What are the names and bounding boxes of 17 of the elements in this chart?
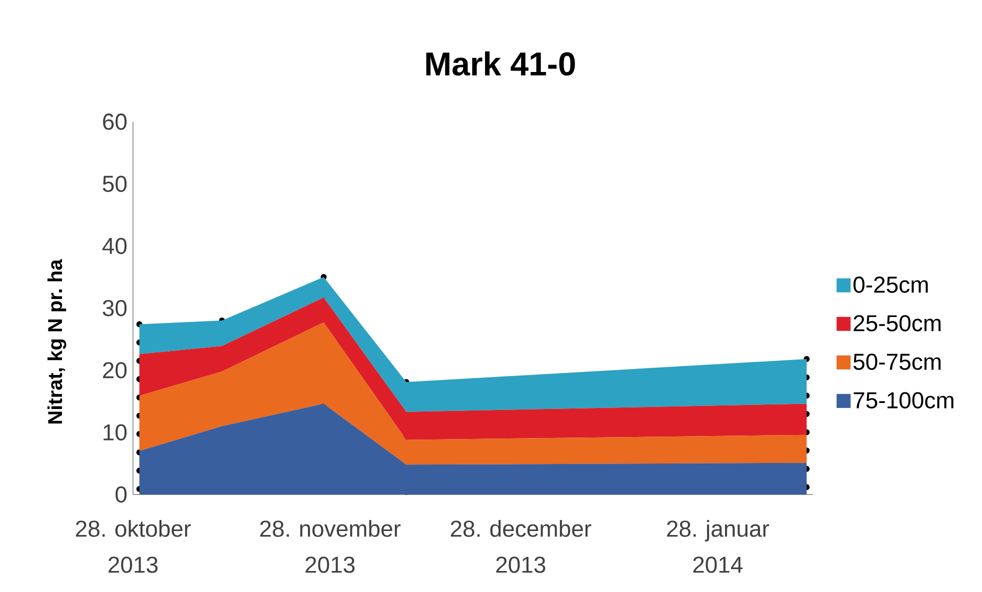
y-tick-label: 10 <box>104 424 127 441</box>
legend-label: 0-25cm <box>853 276 928 293</box>
y-tick-label: 40 <box>102 238 127 254</box>
y-tick-label: 30 <box>102 300 127 316</box>
y-tick-label: 20 <box>103 362 127 378</box>
legend-label: 50-75cm <box>854 354 941 370</box>
x-tick-label: 28. november 2013 <box>260 520 401 573</box>
legend-label: 25-50cm <box>854 315 941 332</box>
legend-label: 75-100cm <box>854 392 954 408</box>
chart-title: Mark 41-0 <box>426 51 575 76</box>
x-tick-label: 28. december 2013 <box>450 520 592 573</box>
y-tick-label: 0 <box>116 486 127 503</box>
x-tick-label: 28. oktober 2013 <box>76 520 191 573</box>
y-axis-title: Nitrat, kg N pr. ha <box>47 259 66 424</box>
y-tick-label: 50 <box>102 176 127 192</box>
y-tick-label: 60 <box>103 114 127 130</box>
x-tick-label: 28. januar 2014 <box>667 520 770 573</box>
